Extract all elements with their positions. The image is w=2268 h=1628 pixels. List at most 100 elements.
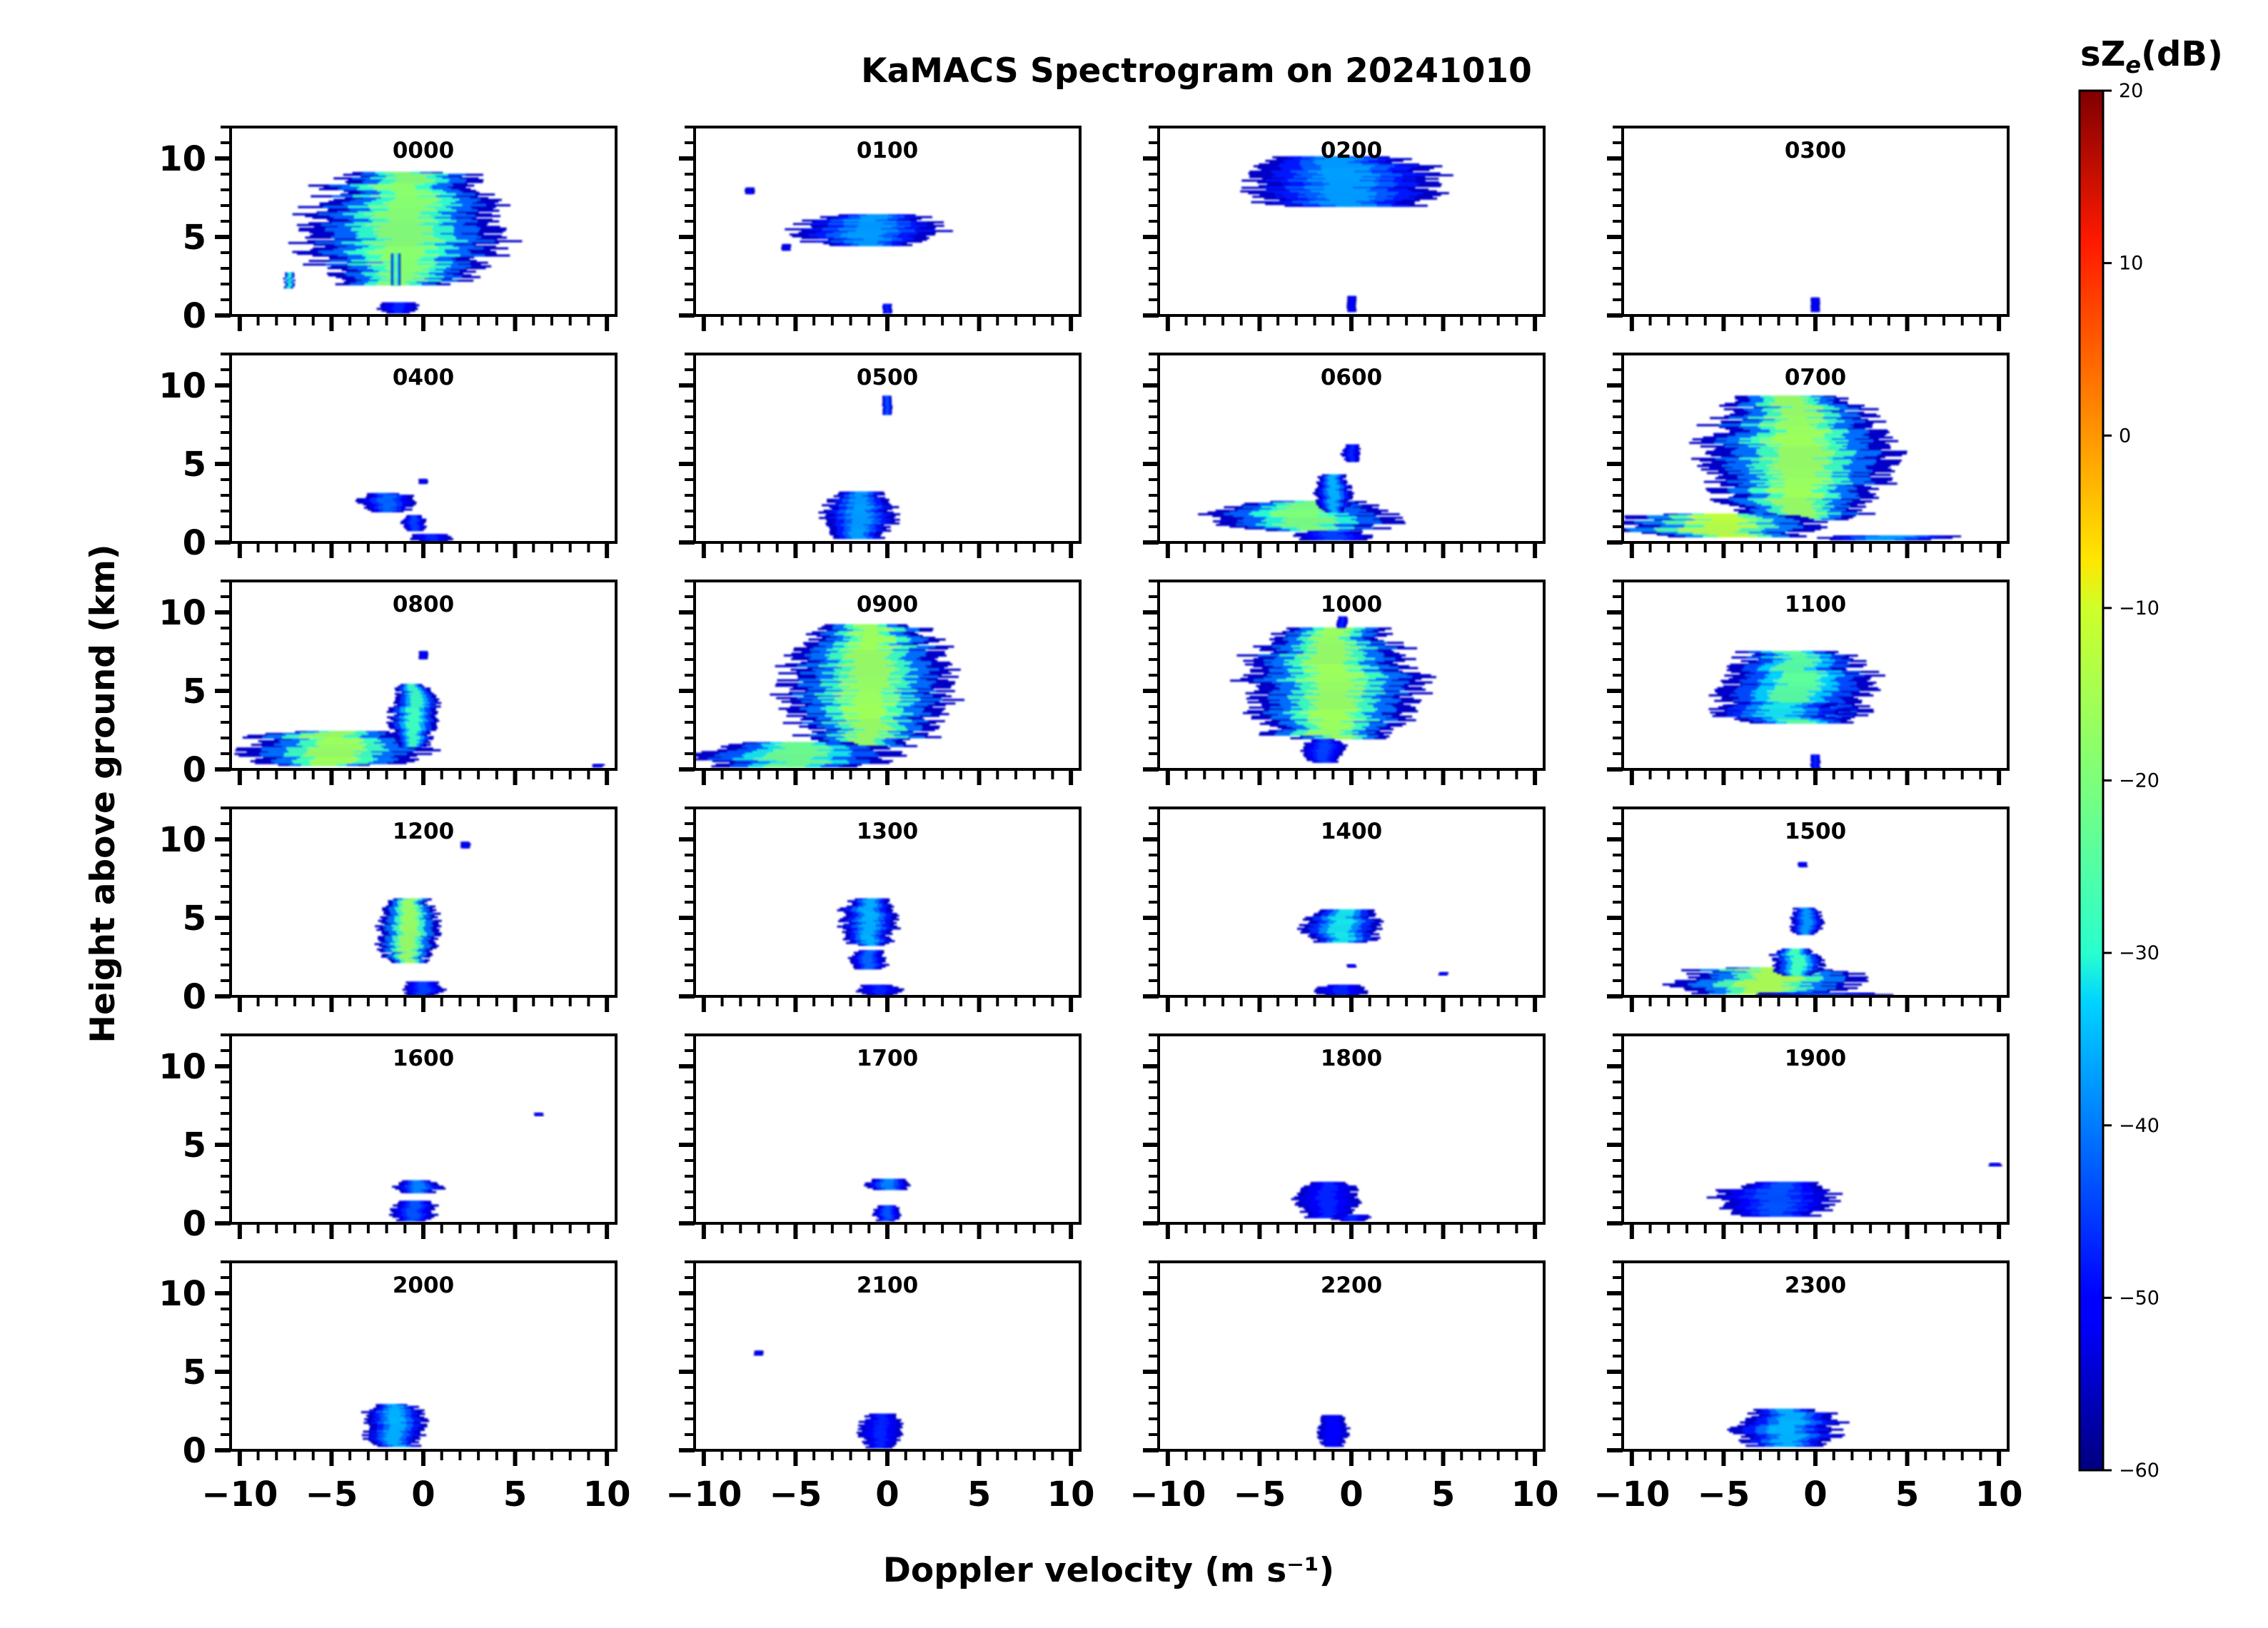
spectrum-blob bbox=[1706, 1181, 1843, 1217]
spectrum-row bbox=[1786, 429, 1831, 432]
panel-label: 2000 bbox=[393, 1273, 454, 1298]
spectrum-row bbox=[1790, 950, 1800, 953]
spectrum-row bbox=[1771, 1187, 1794, 1190]
spectrum-row bbox=[1774, 399, 1803, 402]
spectrum-row bbox=[1317, 1203, 1336, 1206]
panel-spectra bbox=[818, 395, 900, 540]
spectrum-row bbox=[408, 689, 418, 692]
spectrum-row bbox=[878, 1444, 886, 1447]
spectrum-row bbox=[1800, 992, 1833, 995]
spectrum-row bbox=[1770, 500, 1815, 502]
spectrum-row bbox=[382, 202, 433, 205]
spectrum-row bbox=[308, 749, 368, 752]
spectrum-row bbox=[1791, 964, 1808, 967]
spectrum-row bbox=[1309, 706, 1356, 709]
spectrum-row bbox=[389, 1428, 405, 1431]
spectrum-row bbox=[407, 1211, 418, 1215]
spectrum-row bbox=[1775, 665, 1815, 668]
y-tick-label: 0 bbox=[183, 1204, 206, 1244]
spectrum-row bbox=[851, 668, 900, 671]
spectrum-row bbox=[1318, 757, 1327, 759]
spectrum-row bbox=[1757, 1207, 1787, 1210]
spectrum-row bbox=[854, 659, 891, 662]
spectrum-row bbox=[1441, 974, 1445, 976]
y-tick-label: 10 bbox=[158, 139, 206, 179]
panel-label: 1500 bbox=[1785, 819, 1846, 844]
spectrum-row bbox=[1291, 504, 1330, 507]
spectrum-row bbox=[287, 280, 290, 283]
spectrum-blob bbox=[864, 1178, 911, 1190]
panel-0900: 0900 bbox=[679, 580, 1082, 785]
spectrum-row bbox=[388, 265, 434, 268]
spectrum-row bbox=[1770, 1185, 1793, 1188]
spectrum-blob bbox=[1346, 295, 1357, 313]
spectrum-row bbox=[381, 256, 423, 259]
spectrum-row bbox=[317, 740, 364, 743]
spectrum-row bbox=[840, 235, 878, 238]
spectrum-row bbox=[862, 960, 873, 963]
panel-spectra bbox=[1198, 444, 1406, 541]
spectrum-row bbox=[1350, 456, 1355, 459]
panel-label: 0400 bbox=[393, 365, 454, 390]
spectrum-blob bbox=[1198, 500, 1406, 532]
spectrum-row bbox=[388, 1441, 402, 1444]
spectrum-row bbox=[1778, 1437, 1802, 1440]
spectrum-row bbox=[1323, 1208, 1337, 1211]
spectrum-row bbox=[1310, 674, 1364, 677]
spectrum-row bbox=[1319, 532, 1338, 535]
spectrum-row bbox=[1782, 413, 1824, 416]
spectrum-row bbox=[849, 739, 873, 742]
spectrum-row bbox=[1315, 676, 1369, 679]
spectrum-row bbox=[371, 243, 418, 246]
spectrum-row bbox=[383, 1411, 400, 1414]
panel-2200: 2200 −10 −5 0 5 10 bbox=[1129, 1260, 1559, 1515]
spectrum-row bbox=[881, 1185, 892, 1188]
spectrum-row bbox=[872, 990, 886, 993]
spectrum-row bbox=[1711, 519, 1757, 522]
spectrum-row bbox=[1348, 1214, 1358, 1217]
spectrum-row bbox=[1341, 620, 1344, 622]
spectrum-row bbox=[389, 209, 438, 212]
spectrum-row bbox=[842, 709, 887, 712]
spectrum-row bbox=[1350, 446, 1354, 448]
colorbar-gradient bbox=[2078, 89, 2105, 1472]
spectrum-row bbox=[875, 1437, 885, 1440]
spectrum-row bbox=[1768, 403, 1804, 405]
y-tick-label: 10 bbox=[158, 820, 206, 860]
spectrum-row bbox=[1329, 1418, 1336, 1421]
spectrum-row bbox=[1328, 1442, 1335, 1445]
spectrum-row bbox=[389, 1427, 405, 1430]
spectrum-row bbox=[400, 918, 415, 921]
spectrum-row bbox=[872, 1431, 886, 1434]
spectrum-blob bbox=[856, 984, 904, 996]
spectrum-row bbox=[1791, 959, 1806, 962]
spectrum-row bbox=[386, 1435, 401, 1438]
colorbar-label-sub: e bbox=[2125, 51, 2141, 79]
spectrum-row bbox=[1339, 939, 1356, 941]
panel-label: 0600 bbox=[1321, 365, 1382, 390]
spectrum-row bbox=[394, 258, 398, 261]
spectrum-row bbox=[1350, 299, 1354, 302]
spectrum-row bbox=[402, 930, 418, 933]
spectrum-row bbox=[400, 954, 415, 956]
spectrum-row bbox=[1779, 461, 1833, 464]
y-tick-label: 5 bbox=[183, 1353, 206, 1392]
spectrum-row bbox=[748, 192, 752, 195]
spectrum-row bbox=[1350, 310, 1354, 313]
spectrum-row bbox=[865, 630, 894, 632]
panel-label: 0200 bbox=[1321, 138, 1382, 163]
spectrum-row bbox=[400, 919, 419, 922]
spectrum-row bbox=[391, 1405, 404, 1408]
spectrum-row bbox=[1801, 861, 1804, 864]
spectrum-row bbox=[394, 261, 398, 263]
spectrum-row bbox=[1349, 451, 1355, 454]
spectrum-row bbox=[1319, 1210, 1334, 1213]
x-tick-label: −5 bbox=[1234, 1475, 1286, 1515]
y-tick-label: 5 bbox=[183, 218, 206, 258]
spectrum-row bbox=[1311, 657, 1358, 660]
spectrum-row bbox=[1318, 708, 1361, 711]
spectrum-row bbox=[400, 926, 417, 929]
spectrum-row bbox=[845, 511, 867, 514]
spectrum-row bbox=[400, 944, 418, 947]
spectrum-row bbox=[1769, 696, 1807, 699]
